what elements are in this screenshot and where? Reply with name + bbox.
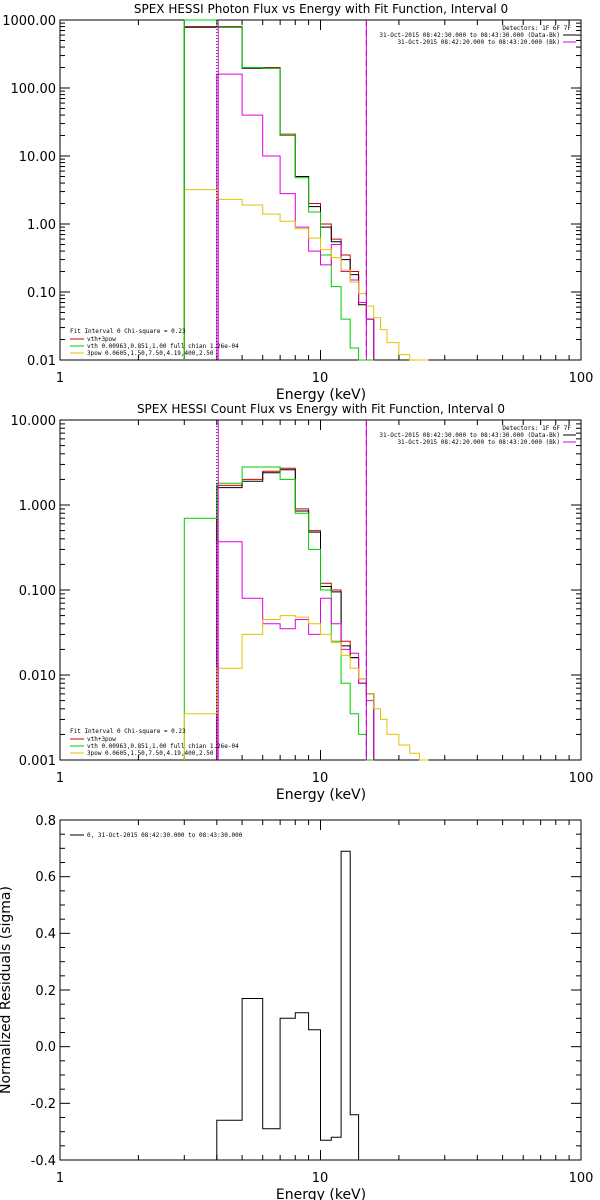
residuals-axis-ticks — [60, 820, 581, 1160]
residuals-ytick-0.0: 0.0 — [35, 1040, 56, 1055]
residuals-ytick-0.6: 0.6 — [35, 870, 56, 885]
photon-top-legend: Detectors: 1F 6F 7F 31-Oct-2015 08:42:30… — [379, 25, 576, 46]
photon-series-0 — [183, 26, 375, 360]
count-chart-title: SPEX HESSI Count Flux vs Energy with Fit… — [137, 402, 505, 416]
residuals-xtick-10: 10 — [312, 1171, 329, 1186]
count-detectors-label: Detectors: 1F 6F 7F — [502, 425, 571, 432]
residuals-panel: 0.8 0.6 0.4 0.2 0.0 -0.2 -0.4 1 10 100 E… — [0, 814, 593, 1200]
photon-ytick-10: 10.00 — [19, 150, 56, 165]
photon-xtick-10: 10 — [312, 371, 329, 386]
count-top-legend: Detectors: 1F 6F 7F 31-Oct-2015 08:42:30… — [379, 425, 576, 446]
residuals-xtick-100: 100 — [569, 1171, 594, 1186]
count-series-3 — [216, 541, 375, 760]
photon-data-interval-label: 31-Oct-2015 08:42:30.000 to 08:43:30.000… — [379, 32, 560, 39]
count-series — [183, 420, 429, 761]
photon-flux-panel: SPEX HESSI Photon Flux vs Energy with Fi… — [2, 2, 593, 403]
photon-xtick-100: 100 — [569, 371, 594, 386]
photon-ytick-0.01: 0.01 — [27, 354, 56, 369]
count-bk-interval-label: 31-Oct-2015 08:42:20.000 to 08:43:20.000… — [397, 439, 560, 446]
photon-series-4 — [183, 189, 429, 361]
residuals-y-axis-label: Normalized Residuals (sigma) — [0, 886, 14, 1094]
photon-fit-legend: Fit Interval 0 Chi-square = 0.23 vth+3po… — [70, 328, 239, 357]
count-ytick-0.001: 0.001 — [19, 754, 56, 769]
count-x-axis-label: Energy (keV) — [276, 787, 366, 803]
residuals-ytick-0.8: 0.8 — [35, 814, 56, 829]
count-ytick-1: 1.000 — [19, 499, 56, 514]
count-series-2 — [183, 466, 374, 761]
photon-axis-ticks — [60, 20, 581, 360]
residuals-ytick-m0.4: -0.4 — [31, 1154, 56, 1169]
photon-series — [183, 19, 429, 361]
photon-detectors-label: Detectors: 1F 6F 7F — [502, 25, 571, 32]
count-fit-legend: Fit Interval 0 Chi-square = 0.23 vth+3po… — [70, 728, 239, 757]
count-xtick-10: 10 — [312, 771, 329, 786]
count-series-4 — [183, 615, 429, 761]
count-xtick-1: 1 — [56, 771, 64, 786]
photon-ytick-100: 100.00 — [11, 82, 57, 97]
count-legend-vth: vth 0.00963,0.851,1.00 full chian 1.26e-… — [87, 743, 239, 750]
count-ytick-0.01: 0.010 — [19, 669, 56, 684]
photon-ytick-0.1: 0.10 — [27, 286, 56, 301]
photon-chart-title: SPEX HESSI Photon Flux vs Energy with Fi… — [134, 2, 508, 16]
photon-legend-total: vth+3pow — [87, 336, 116, 343]
photon-series-1 — [183, 26, 375, 360]
count-fit-label: Fit Interval 0 Chi-square = 0.23 — [70, 728, 186, 735]
photon-series-3 — [216, 73, 375, 360]
residuals-legend: 0, 31-Oct-2015 08:42:30.000 to 08:43:30.… — [70, 832, 243, 839]
count-y-tick-labels: 10.000 1.000 0.100 0.010 0.001 — [11, 414, 57, 769]
count-legend-total: vth+3pow — [87, 736, 116, 743]
residuals-ytick-0.2: 0.2 — [35, 984, 56, 999]
photon-legend-3pow: 3pow 0.0605,1.50,7.50,4.19,400,2.50 — [87, 350, 214, 357]
photon-bk-interval-label: 31-Oct-2015 08:42:20.000 to 08:43:20.000… — [397, 39, 560, 46]
photon-xtick-1: 1 — [56, 371, 64, 386]
residuals-series — [216, 850, 367, 1161]
photon-x-tick-labels: 1 10 100 — [56, 371, 594, 386]
residuals-series-0 — [216, 850, 367, 1161]
photon-ytick-1000: 1000.00 — [2, 14, 56, 29]
residuals-legend-label: 0, 31-Oct-2015 08:42:30.000 to 08:43:30.… — [87, 832, 243, 839]
count-flux-panel: SPEX HESSI Count Flux vs Energy with Fit… — [11, 402, 594, 803]
count-ytick-10: 10.000 — [11, 414, 57, 429]
count-data-interval-label: 31-Oct-2015 08:42:30.000 to 08:43:30.000… — [379, 432, 560, 439]
count-ytick-0.1: 0.100 — [19, 584, 56, 599]
residuals-x-tick-labels: 1 10 100 — [56, 1171, 594, 1186]
count-xtick-100: 100 — [569, 771, 594, 786]
photon-x-axis-label: Energy (keV) — [276, 387, 366, 403]
residuals-xtick-1: 1 — [56, 1171, 64, 1186]
residuals-x-axis-label: Energy (keV) — [276, 1187, 366, 1200]
photon-ytick-1: 1.00 — [27, 218, 56, 233]
residuals-ytick-m0.2: -0.2 — [31, 1097, 56, 1112]
photon-plot-frame — [59, 19, 582, 361]
count-x-tick-labels: 1 10 100 — [56, 771, 594, 786]
residuals-ytick-0.4: 0.4 — [35, 927, 56, 942]
photon-fit-label: Fit Interval 0 Chi-square = 0.23 — [70, 328, 186, 335]
residuals-y-tick-labels: 0.8 0.6 0.4 0.2 0.0 -0.2 -0.4 — [31, 814, 56, 1169]
photon-legend-vth: vth 0.00963,0.851,1.00 full chian 1.26e-… — [87, 343, 239, 350]
photon-series-2 — [183, 19, 374, 361]
photon-y-tick-labels: 1000.00 100.00 10.00 1.00 0.10 0.01 — [2, 14, 56, 369]
count-legend-3pow: 3pow 0.0605,1.50,7.50,4.19,400,2.50 — [87, 750, 214, 757]
